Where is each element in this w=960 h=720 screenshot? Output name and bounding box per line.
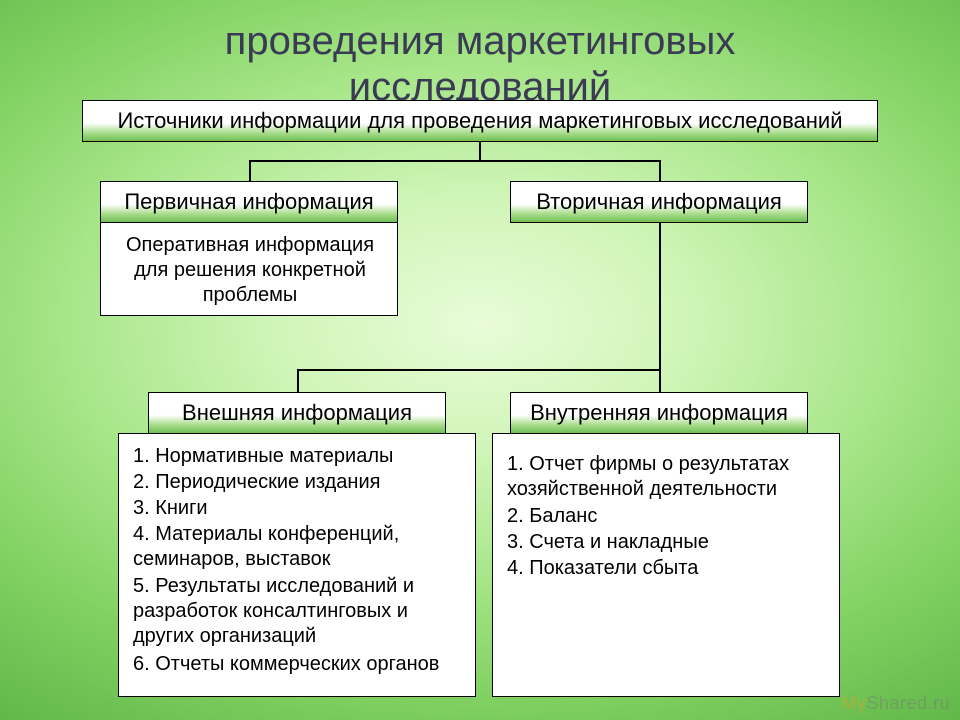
conn-to-primary — [249, 160, 251, 182]
external-item-4: 5. Результаты исследований и разработок … — [133, 574, 463, 649]
watermark-ru: .ru — [927, 693, 950, 713]
internal-header: Внутренняя информация — [510, 392, 808, 434]
conn-sec-down — [659, 223, 661, 371]
primary-header: Первичная информация — [100, 181, 398, 223]
external-item-3: 4. Материалы конференций, семинаров, выс… — [133, 522, 463, 572]
watermark-my: My — [841, 693, 866, 713]
primary-body-box: Оперативная информация для решения конкр… — [100, 222, 398, 316]
internal-item-0: 1. Отчет фирмы о результатах хозяйственн… — [507, 452, 827, 502]
conn-sec-h — [297, 369, 661, 371]
external-item-0: 1. Нормативные материалы — [133, 444, 463, 469]
external-header: Внешняя информация — [148, 392, 446, 434]
root-label: Источники информации для проведения марк… — [117, 108, 842, 134]
primary-label: Первичная информация — [124, 189, 373, 215]
external-item-5: 6. Отчеты коммерческих органов — [133, 652, 463, 677]
secondary-header: Вторичная информация — [510, 181, 808, 223]
internal-label: Внутренняя информация — [530, 400, 788, 426]
watermark-shared: Shared — [866, 693, 927, 713]
primary-body-text: Оперативная информация для решения конкр… — [113, 233, 387, 308]
root-node: Источники информации для проведения марк… — [82, 100, 878, 142]
slide: проведения маркетинговых исследований Ис… — [0, 0, 960, 720]
internal-item-1: 2. Баланс — [507, 504, 827, 529]
watermark: MyShared.ru — [841, 693, 950, 714]
secondary-label: Вторичная информация — [536, 189, 782, 215]
title-line1: проведения маркетинговых — [0, 18, 960, 64]
internal-item-3: 4. Показатели сбыта — [507, 556, 827, 581]
external-body-box: 1. Нормативные материалы 2. Периодически… — [118, 433, 476, 697]
external-item-1: 2. Периодические издания — [133, 470, 463, 495]
conn-to-internal — [659, 369, 661, 393]
external-label: Внешняя информация — [182, 400, 412, 426]
external-item-2: 3. Книги — [133, 496, 463, 521]
conn-to-secondary — [659, 160, 661, 182]
conn-root-down — [479, 142, 481, 162]
internal-body-box: 1. Отчет фирмы о результатах хозяйственн… — [492, 433, 840, 697]
conn-root-h — [249, 160, 661, 162]
conn-to-external — [297, 369, 299, 393]
internal-item-2: 3. Счета и накладные — [507, 530, 827, 555]
